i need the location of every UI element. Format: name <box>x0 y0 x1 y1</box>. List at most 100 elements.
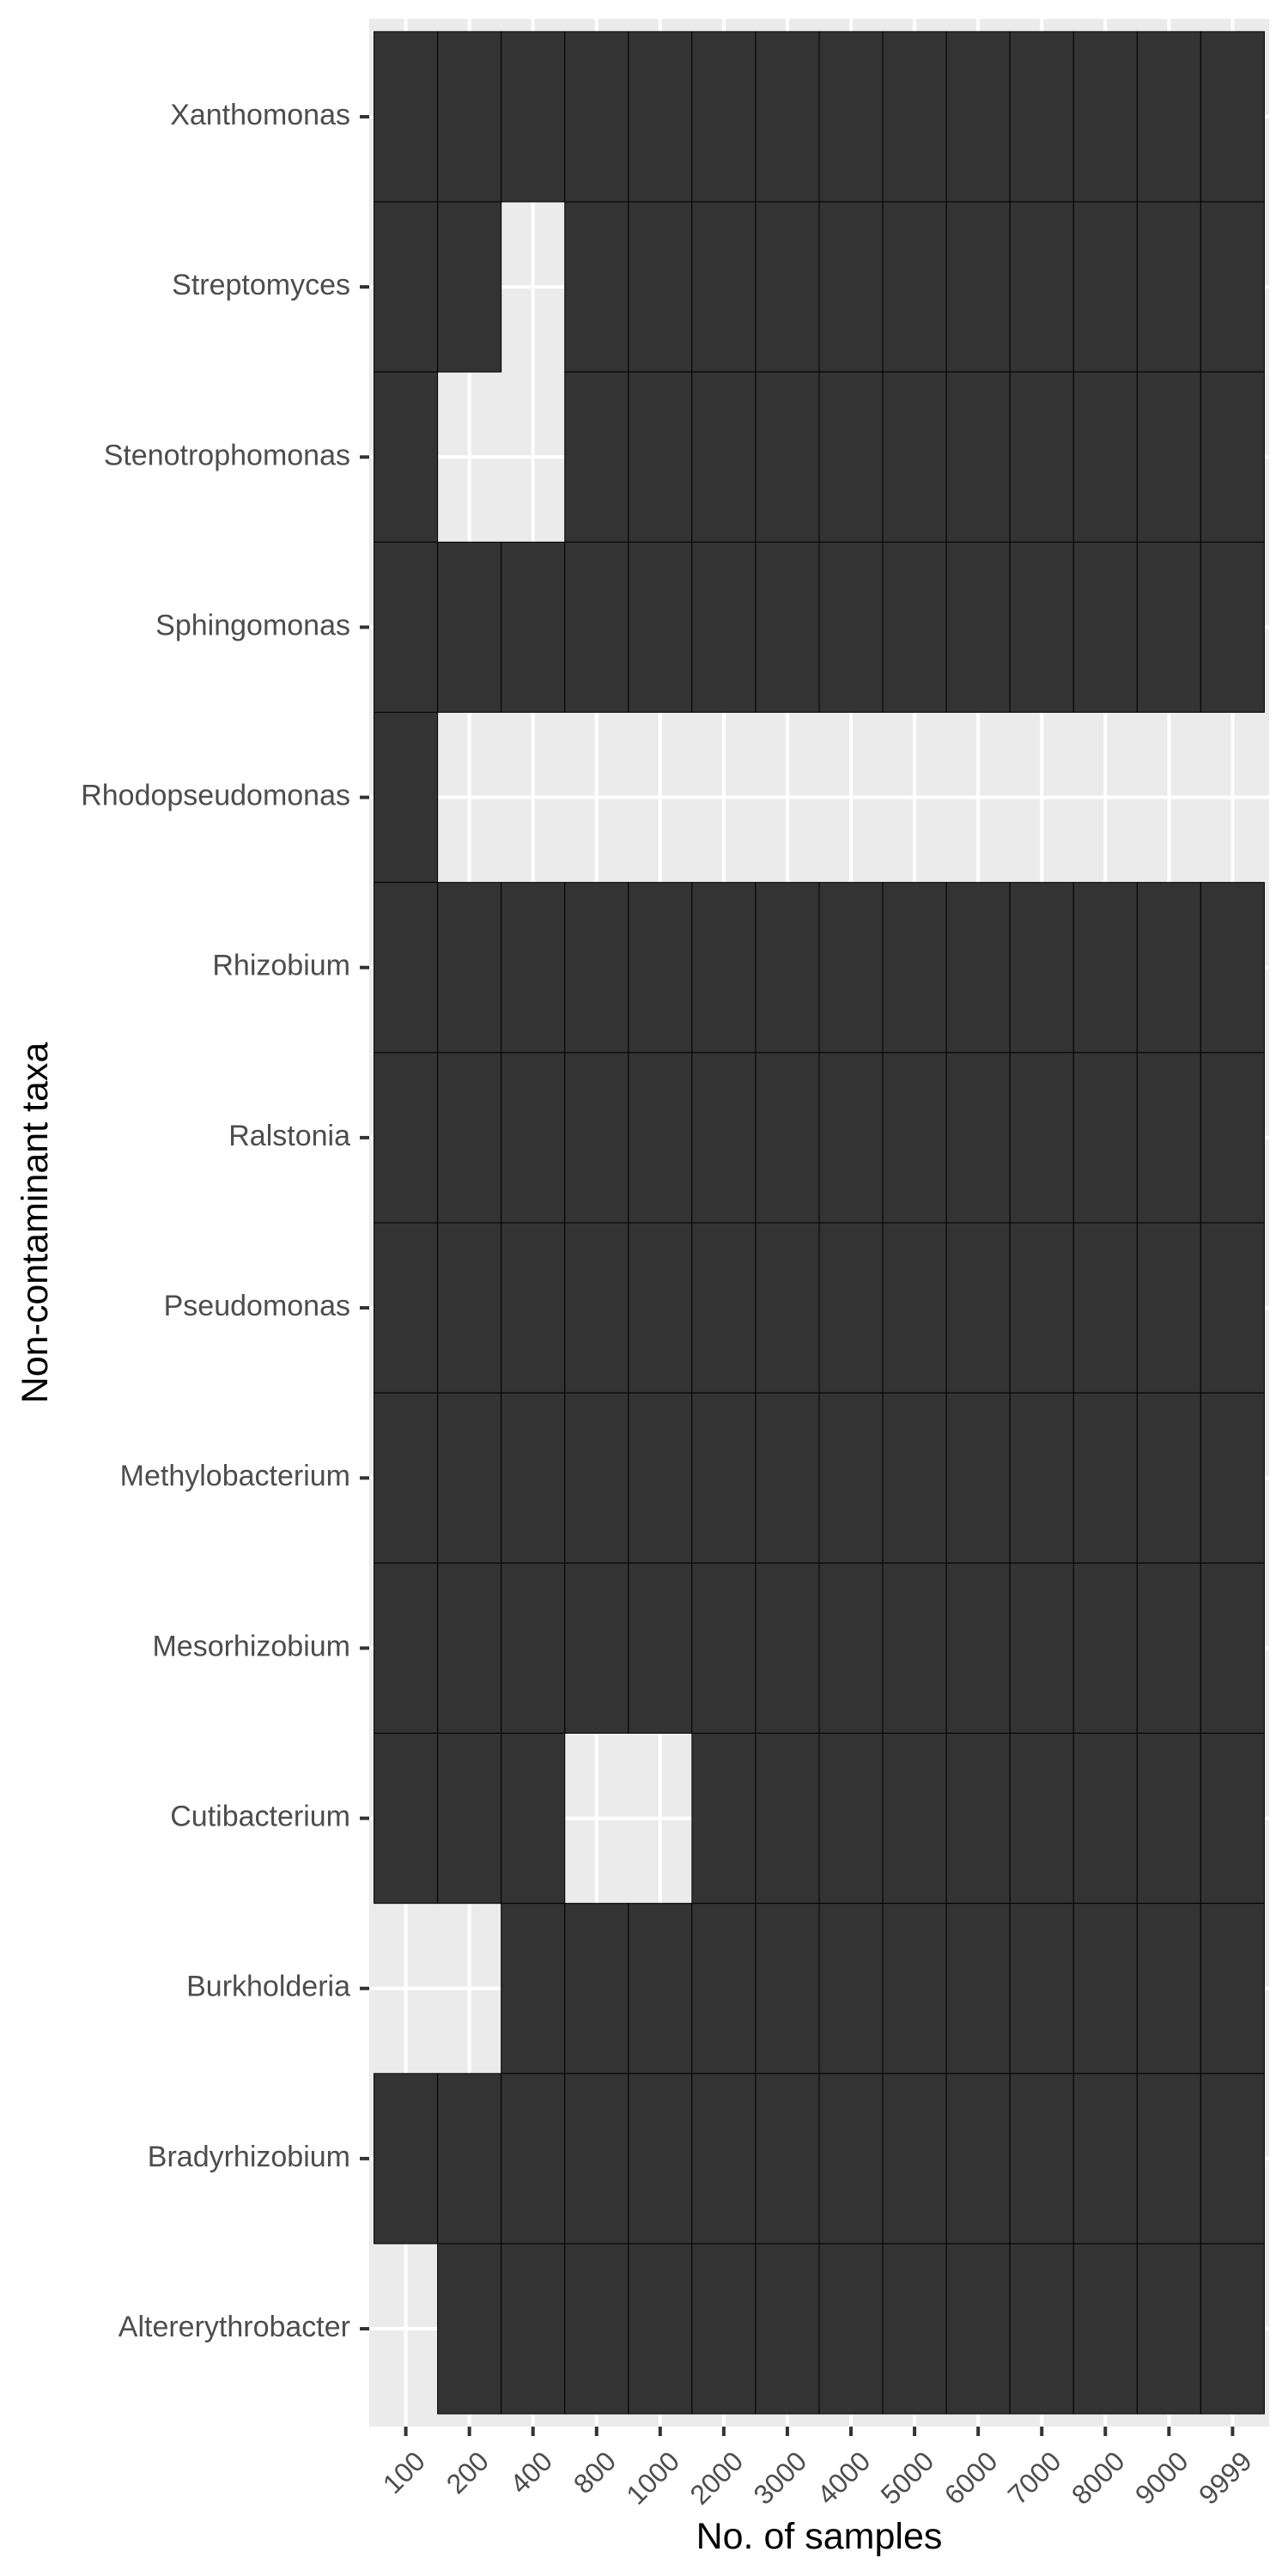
heatmap-tile <box>945 882 1011 1054</box>
heatmap-tile <box>1009 2073 1074 2245</box>
heatmap-tile <box>882 541 947 714</box>
heatmap-tile <box>1200 2073 1265 2245</box>
heatmap-tile <box>437 1562 502 1734</box>
heatmap-tile <box>691 31 756 203</box>
heatmap-tile <box>1072 1562 1138 1734</box>
heatmap-tile <box>374 371 439 543</box>
heatmap-tile <box>374 712 439 884</box>
x-tick-label: 200 <box>440 2445 495 2500</box>
heatmap-tile <box>1136 2243 1201 2415</box>
heatmap-tile <box>755 882 820 1054</box>
heatmap-tile <box>818 1903 884 2075</box>
x-tick-label: 9000 <box>1129 2445 1194 2511</box>
heatmap-tile <box>1136 2073 1201 2245</box>
heatmap-tile <box>1009 1052 1074 1224</box>
heatmap-tile <box>1072 201 1138 373</box>
heatmap-tile <box>1200 2243 1265 2415</box>
heatmap-tile <box>564 541 629 714</box>
heatmap-tile <box>628 201 693 373</box>
heatmap-tile <box>564 31 629 203</box>
x-tick-label: 100 <box>377 2445 431 2500</box>
heatmap-tile <box>691 2243 756 2415</box>
heatmap-tile <box>628 1052 693 1224</box>
heatmap-tile <box>1009 2243 1074 2415</box>
y-tick-label: Altererythrobacter <box>118 2311 350 2343</box>
heatmap-tile <box>1200 1903 1265 2075</box>
heatmap-tile <box>945 2073 1011 2245</box>
heatmap-tile <box>818 1562 884 1734</box>
x-tick-label: 3000 <box>748 2445 813 2511</box>
heatmap-tile <box>1136 1392 1201 1564</box>
heatmap-tile <box>1136 882 1201 1054</box>
heatmap-tile <box>1136 1903 1201 2075</box>
heatmap-tile <box>564 201 629 373</box>
x-tick-label: 9999 <box>1193 2445 1258 2511</box>
heatmap-tile <box>691 1052 756 1224</box>
heatmap-tile <box>882 1222 947 1394</box>
heatmap-tile <box>1009 1562 1074 1734</box>
heatmap-tile <box>501 2243 566 2415</box>
y-tick-label: Bradyrhizobium <box>148 2141 350 2173</box>
heatmap-tile <box>374 1562 439 1734</box>
heatmap-tile <box>818 2073 884 2245</box>
heatmap-tile <box>818 2243 884 2415</box>
y-tick-label: Pseudomonas <box>164 1290 350 1322</box>
heatmap-tile <box>1200 541 1265 714</box>
heatmap-tile <box>628 2073 693 2245</box>
heatmap-tile <box>691 1732 756 1905</box>
heatmap-tile <box>945 2243 1011 2415</box>
heatmap-tile <box>437 1392 502 1564</box>
heatmap-tile <box>1136 201 1201 373</box>
heatmap-tile <box>501 1903 566 2075</box>
y-tick-label: Burkholderia <box>186 1971 350 2003</box>
heatmap-tile <box>691 1222 756 1394</box>
heatmap-tile <box>628 1903 693 2075</box>
heatmap-tile <box>1136 541 1201 714</box>
heatmap-tile <box>437 2073 502 2245</box>
heatmap-tile <box>437 1732 502 1905</box>
heatmap-tile <box>437 2243 502 2415</box>
heatmap-tile <box>945 541 1011 714</box>
heatmap-tile <box>1009 31 1074 203</box>
heatmap-tile <box>1200 1732 1265 1905</box>
heatmap-tile <box>1200 31 1265 203</box>
heatmap-tile <box>437 201 502 373</box>
tile-layer <box>374 31 1265 2415</box>
heatmap-tile <box>882 201 947 373</box>
heatmap-tile <box>945 1392 1011 1564</box>
heatmap-tile <box>1200 371 1265 543</box>
heatmap-tile <box>374 1222 439 1394</box>
x-tick-label: 1000 <box>620 2445 685 2511</box>
heatmap-tile <box>374 2073 439 2245</box>
heatmap-tile <box>882 2243 947 2415</box>
heatmap-tile <box>755 31 820 203</box>
heatmap-tile <box>374 541 439 714</box>
y-tick-label: Ralstonia <box>228 1120 350 1152</box>
y-tick-label: Stenotrophomonas <box>104 439 350 471</box>
x-tick-label: 400 <box>504 2445 558 2500</box>
heatmap-tile <box>818 541 884 714</box>
heatmap-tile <box>945 1052 1011 1224</box>
heatmap-tile <box>755 1052 820 1224</box>
heatmap-tile <box>1072 1052 1138 1224</box>
heatmap-tile <box>1009 1903 1074 2075</box>
heatmap-tile <box>564 2243 629 2415</box>
x-tick-label: 7000 <box>1002 2445 1067 2511</box>
heatmap-tile <box>501 1222 566 1394</box>
y-tick-label: Rhizobium <box>212 950 350 982</box>
y-tick-label: Cutibacterium <box>170 1801 350 1833</box>
heatmap-tile <box>628 31 693 203</box>
heatmap-tile <box>564 1903 629 2075</box>
heatmap-tile <box>501 2073 566 2245</box>
heatmap-tile <box>818 1052 884 1224</box>
heatmap-tile <box>374 31 439 203</box>
x-tick-label: 4000 <box>811 2445 877 2511</box>
heatmap-tile <box>501 541 566 714</box>
heatmap-tile <box>628 1222 693 1394</box>
heatmap-tile <box>1009 1222 1074 1394</box>
heatmap-tile <box>564 2073 629 2245</box>
heatmap-tile <box>691 1903 756 2075</box>
heatmap-tile <box>755 2243 820 2415</box>
x-tick-label: 5000 <box>875 2445 940 2511</box>
